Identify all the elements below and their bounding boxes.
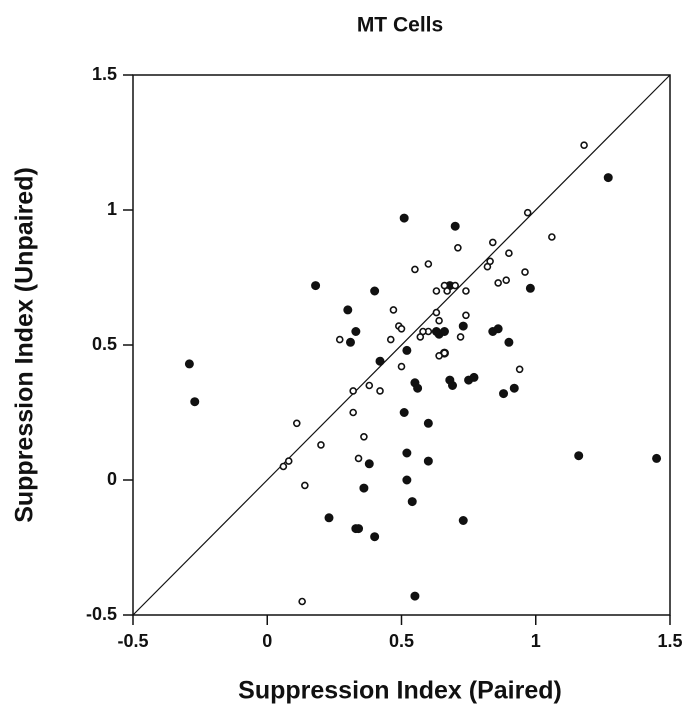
filled-point — [343, 305, 353, 315]
open-point — [292, 419, 301, 428]
filled-point — [458, 321, 468, 331]
open-point — [298, 597, 306, 606]
filled-point — [603, 173, 613, 183]
open-point — [462, 287, 470, 295]
open-point — [456, 333, 465, 341]
y-tick-label: 0 — [107, 469, 117, 489]
filled-point — [458, 516, 468, 525]
open-point — [360, 432, 368, 441]
filled-point — [423, 418, 433, 428]
x-tick-label: -0.5 — [117, 631, 148, 651]
open-point — [502, 276, 511, 285]
open-point — [279, 462, 288, 471]
filled-point — [324, 513, 334, 523]
open-point — [376, 387, 384, 395]
y-tick-label: 1.5 — [92, 64, 117, 84]
filled-point — [184, 359, 194, 369]
y-tick-label: 1 — [107, 199, 117, 219]
filled-point — [410, 591, 420, 601]
open-point — [432, 308, 441, 317]
filled-point — [493, 324, 503, 334]
filled-point — [574, 451, 584, 461]
x-axis-label: Suppression Index (Paired) — [238, 677, 562, 705]
filled-point — [504, 337, 514, 347]
filled-point — [509, 383, 519, 393]
x-tick-label: 0 — [262, 631, 272, 651]
open-point — [435, 316, 443, 325]
open-point — [349, 408, 357, 417]
filled-point — [407, 497, 417, 507]
open-point — [443, 287, 451, 295]
filled-point — [354, 524, 364, 534]
filled-point — [351, 327, 361, 336]
x-tick-label: 1.5 — [657, 631, 682, 651]
chart-title: MT Cells — [357, 14, 443, 37]
filled-point — [402, 448, 412, 458]
y-axis-label: Suppression Index (Unpaired) — [11, 167, 39, 523]
filled-point — [359, 483, 369, 493]
open-point — [397, 362, 406, 371]
open-point — [462, 311, 470, 320]
open-point — [389, 306, 398, 314]
filled-point — [311, 281, 321, 291]
filled-point — [399, 213, 409, 223]
open-point — [284, 457, 293, 465]
filled-point — [190, 397, 200, 407]
filled-point — [439, 327, 449, 336]
open-point — [515, 365, 524, 374]
open-point — [505, 249, 513, 257]
filled-point — [345, 337, 355, 347]
open-point — [354, 454, 363, 463]
open-point — [580, 141, 588, 149]
filled-point — [402, 475, 412, 485]
open-point — [454, 244, 462, 252]
filled-point — [364, 459, 374, 469]
open-point — [494, 279, 502, 287]
open-point — [349, 387, 357, 395]
filled-point — [431, 327, 441, 336]
open-point — [432, 287, 441, 295]
identity-line — [132, 74, 671, 616]
filled-point — [370, 532, 380, 542]
filled-point — [652, 453, 662, 463]
open-point — [386, 335, 395, 344]
filled-point — [402, 345, 412, 355]
open-point — [397, 324, 406, 333]
open-point — [411, 265, 419, 274]
open-point — [523, 208, 532, 217]
filled-point — [375, 356, 385, 366]
open-point — [335, 335, 344, 344]
open-point — [483, 262, 492, 271]
open-point — [440, 349, 449, 357]
filled-point — [399, 408, 409, 417]
open-point — [424, 260, 433, 268]
open-point — [451, 281, 460, 290]
open-point — [365, 381, 374, 390]
open-point — [301, 481, 309, 490]
open-point — [419, 327, 427, 336]
open-point — [548, 233, 556, 241]
filled-point — [499, 389, 509, 399]
open-point — [521, 268, 529, 276]
filled-point — [525, 283, 535, 293]
filled-point — [450, 221, 460, 231]
filled-point — [469, 372, 479, 382]
y-tick-label: -0.5 — [86, 604, 117, 624]
y-tick-label: 0.5 — [92, 334, 117, 354]
open-point — [488, 238, 497, 247]
filled-point — [370, 286, 380, 296]
filled-point — [413, 383, 423, 393]
filled-point — [423, 456, 433, 466]
x-tick-label: 1 — [531, 631, 541, 651]
filled-point — [448, 381, 458, 390]
open-point — [317, 441, 325, 449]
x-tick-label: 0.5 — [389, 631, 414, 651]
